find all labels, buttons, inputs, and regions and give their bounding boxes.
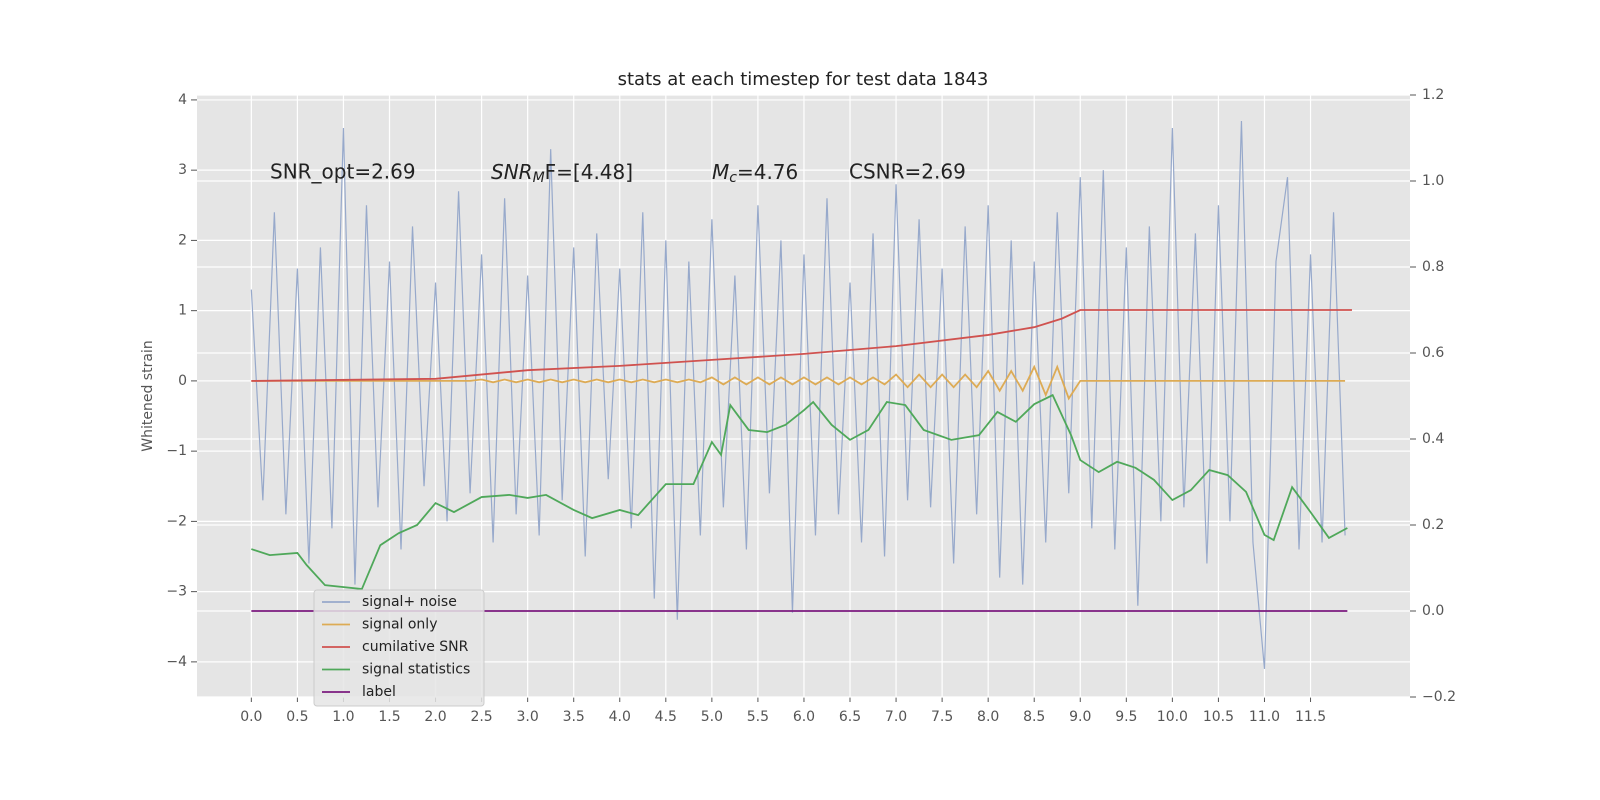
chart-title: stats at each timestep for test data 184… xyxy=(618,69,989,90)
x-tick-label: 0.5 xyxy=(286,709,308,725)
annotation-subscript: M xyxy=(533,170,545,186)
series-line xyxy=(251,364,1346,401)
x-tick-label: 3.5 xyxy=(563,709,585,725)
series-line xyxy=(250,120,1346,669)
legend-label: cumilative SNR xyxy=(362,639,469,655)
y-tick-label: −1 xyxy=(166,443,187,459)
annotation: SNR_opt=2.69 xyxy=(270,160,416,184)
y2-tick-label: 1.0 xyxy=(1422,173,1444,189)
annotation-part: F=[4.48] xyxy=(545,160,633,184)
x-tick-label: 2.5 xyxy=(470,709,492,725)
y-tick-label: −2 xyxy=(166,513,187,529)
x-tick-label: 5.5 xyxy=(747,709,769,725)
x-tick-label: 9.0 xyxy=(1069,709,1091,725)
annotation-part: SNR xyxy=(491,160,533,184)
legend-box xyxy=(313,589,485,707)
x-tick-label: 6.5 xyxy=(839,709,861,725)
annotation: CSNR=2.69 xyxy=(849,160,966,184)
y-tick-label: −3 xyxy=(166,584,187,600)
y-axis-label: Whitened strain xyxy=(140,340,156,451)
x-tick-label: 0.0 xyxy=(240,709,262,725)
y2-tick-label: 0.6 xyxy=(1422,345,1444,361)
series-line xyxy=(251,393,1348,591)
x-tick-label: 7.5 xyxy=(931,709,953,725)
x-tick-label: 9.5 xyxy=(1115,709,1137,725)
y-tick-label: 1 xyxy=(178,303,187,319)
y-tick-label: 3 xyxy=(178,162,187,178)
y2-tick-label: 0.2 xyxy=(1422,517,1444,533)
series-line xyxy=(251,309,1352,382)
x-tick-label: 1.0 xyxy=(332,709,354,725)
x-tick-label: 8.5 xyxy=(1023,709,1045,725)
annotation-subscript: c xyxy=(729,170,737,186)
annotation-part: M xyxy=(712,160,729,184)
y-tick-label: 4 xyxy=(178,92,187,108)
y2-tick-label: 0.8 xyxy=(1422,259,1444,275)
y2-tick-label: 0.4 xyxy=(1422,431,1444,447)
x-tick-label: 8.0 xyxy=(977,709,999,725)
x-tick-label: 4.0 xyxy=(609,709,631,725)
y2-tick-label: −0.2 xyxy=(1422,689,1456,705)
legend-label: signal statistics xyxy=(362,662,470,678)
y2-tick-label: 0.0 xyxy=(1422,603,1444,619)
y2-tick-label: 1.2 xyxy=(1422,87,1444,103)
x-tick-label: 4.5 xyxy=(655,709,677,725)
x-tick-label: 6.0 xyxy=(793,709,815,725)
x-tick-label: 3.0 xyxy=(517,709,539,725)
annotation: SNRMF=[4.48] xyxy=(491,160,633,187)
y-tick-label: −4 xyxy=(166,654,187,670)
legend-label: label xyxy=(362,684,396,700)
x-tick-label: 11.0 xyxy=(1249,709,1280,725)
x-tick-label: 10.5 xyxy=(1203,709,1234,725)
x-tick-label: 5.0 xyxy=(701,709,723,725)
legend-label: signal only xyxy=(362,617,437,633)
x-tick-label: 7.0 xyxy=(885,709,907,725)
x-tick-label: 2.0 xyxy=(424,709,446,725)
x-tick-label: 10.0 xyxy=(1157,709,1188,725)
y-tick-label: 2 xyxy=(178,232,187,248)
x-tick-label: 1.5 xyxy=(378,709,400,725)
legend-label: signal+ noise xyxy=(362,594,457,610)
y-tick-label: 0 xyxy=(178,373,187,389)
x-tick-label: 11.5 xyxy=(1295,709,1326,725)
annotation-part: =4.76 xyxy=(737,160,798,184)
annotation: Mc=4.76 xyxy=(712,160,798,187)
